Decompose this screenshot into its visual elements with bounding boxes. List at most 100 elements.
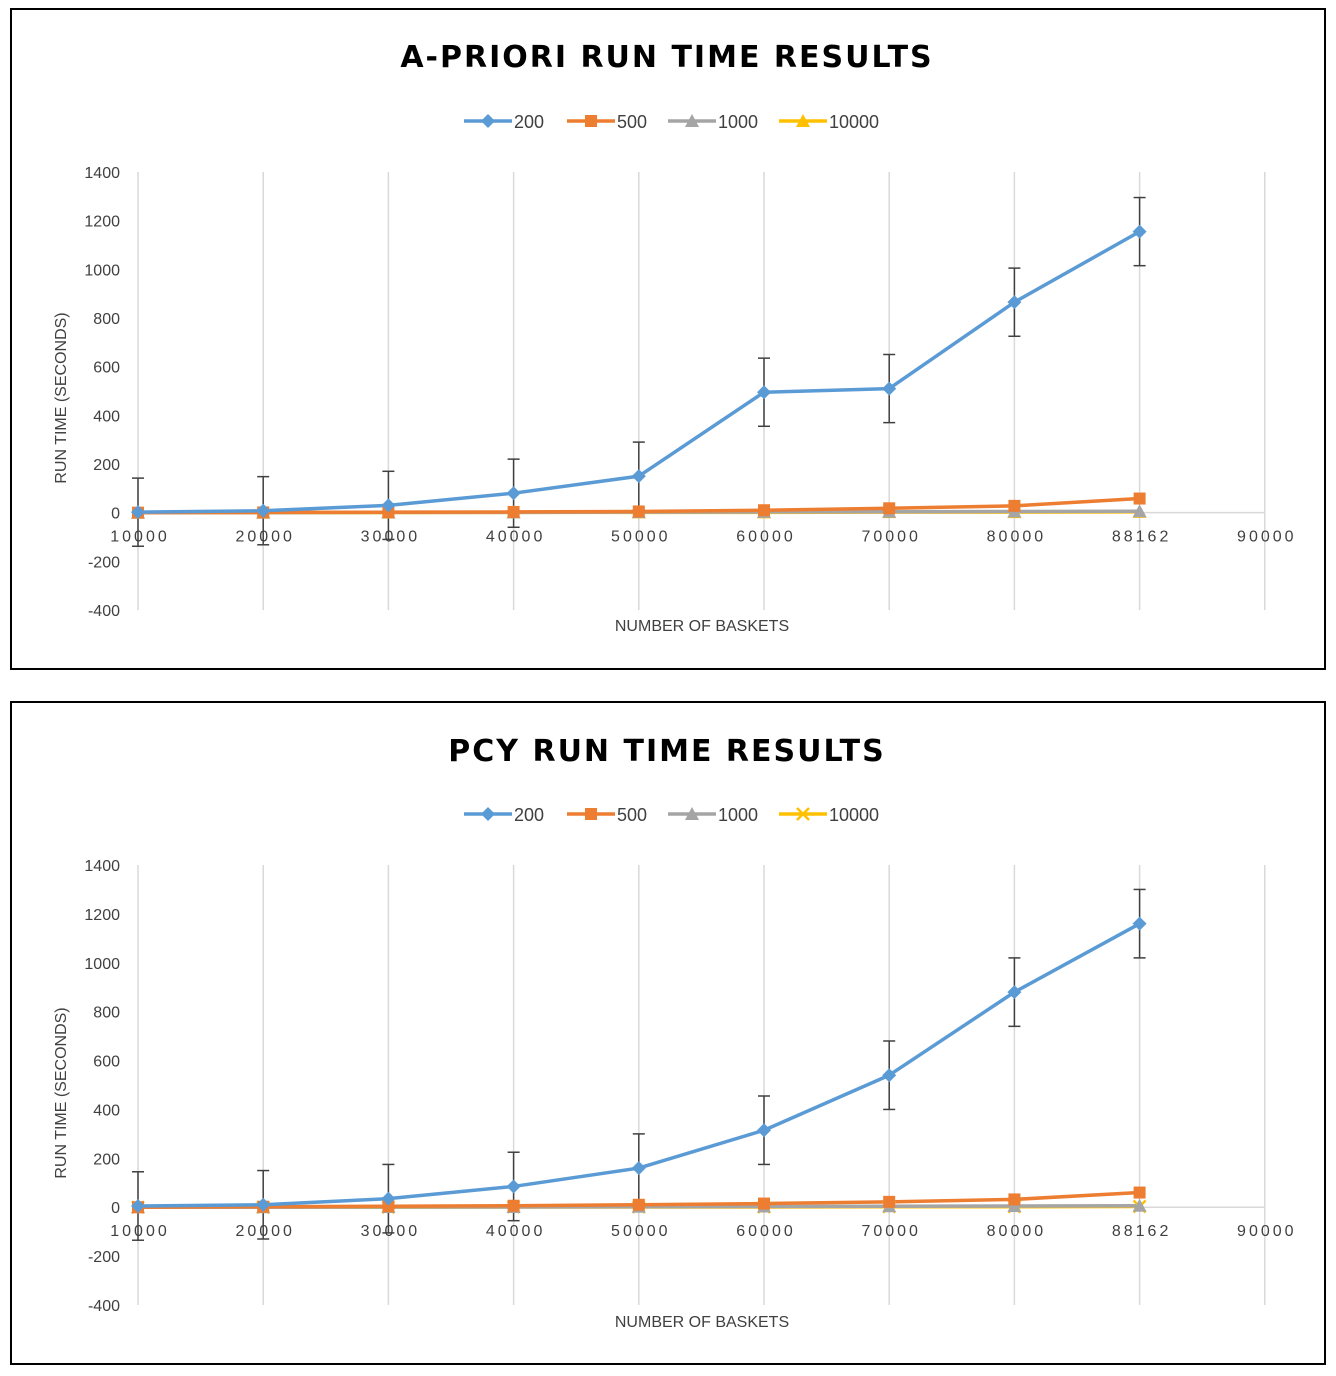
data-point-200: [757, 385, 771, 400]
markers: [131, 916, 1147, 1215]
data-point-200: [506, 486, 521, 501]
legend-label: 200: [514, 805, 544, 825]
data-point-1000: [1132, 1198, 1147, 1212]
legend-marker-500: [585, 808, 597, 820]
x-tick-label: 20000: [235, 1223, 295, 1240]
y-tick-label: 600: [93, 1054, 120, 1071]
data-point-500: [1008, 499, 1021, 512]
x-tick-labels: 10000 20000 30000 40000 50000 60000 70000 80000…: [110, 529, 1293, 546]
x-axis-title: NUMBER OF BASKETS: [615, 1314, 789, 1331]
legend: 200 500 1000 10000: [464, 112, 879, 132]
data-point-200: [506, 1179, 521, 1194]
legend-label: 1000: [718, 805, 758, 825]
chart-panel-apriori: A-PRIORI RUN TIME RESULTS NUMBER OF BASK…: [10, 8, 1326, 670]
markers: [131, 224, 1147, 520]
y-tick-label: -200: [88, 1249, 120, 1266]
x-tick-label: 88162: [1112, 529, 1172, 546]
legend: 200 500 1000 10000: [464, 805, 879, 825]
x-tick-label: 90000: [1237, 1223, 1297, 1240]
x-tick-label: 88162: [1112, 1223, 1172, 1240]
y-tick-label: -200: [88, 554, 120, 571]
data-point-1000: [1132, 504, 1147, 518]
x-tick-label: 80000: [987, 529, 1047, 546]
data-point-500: [1133, 1186, 1146, 1199]
chart-panel-pcy: PCY RUN TIME RESULTS NUMBER OF BASKETS R…: [10, 701, 1326, 1365]
x-axis-title: NUMBER OF BASKETS: [615, 618, 789, 635]
x-tick-label: 60000: [736, 1223, 796, 1240]
y-axis-title: RUN TIME (SECONDS): [53, 312, 70, 483]
legend-marker-1000: [685, 114, 699, 127]
x-tick-label: 40000: [486, 1223, 546, 1240]
legend-marker-10000: [796, 114, 810, 127]
y-tick-label: 600: [93, 360, 120, 377]
data-point-200: [1007, 295, 1022, 310]
y-tick-label: 0: [111, 1200, 120, 1217]
y-tick-label: 1400: [84, 858, 120, 875]
legend-marker-200: [481, 807, 495, 821]
data-point-200: [1132, 224, 1147, 239]
x-tick-labels: 10000 20000 30000 40000 50000 60000 70000 80000…: [110, 1223, 1297, 1240]
y-tick-label: -400: [88, 603, 120, 620]
data-point-200: [1132, 916, 1147, 931]
gridlines: [137, 865, 1266, 1305]
data-point-1000: [1007, 1199, 1022, 1212]
data-point-500: [758, 504, 770, 517]
data-point-200: [1007, 985, 1022, 1000]
data-point-200: [381, 1191, 396, 1206]
y-tick-label: 1200: [84, 907, 120, 924]
data-point-500: [758, 1197, 770, 1210]
y-tick-label: 200: [93, 1151, 120, 1168]
y-tick-label: 0: [111, 506, 120, 523]
legend-label: 10000: [829, 112, 879, 132]
y-tick-labels: 1400 1200 1000 800 600 400 200 0 -200 -400: [84, 858, 120, 1315]
data-point-500: [507, 1199, 520, 1212]
chart-title: PCY RUN TIME RESULTS: [448, 734, 885, 769]
legend-marker-200: [481, 114, 495, 128]
y-tick-label: 1400: [84, 165, 120, 182]
legend-label: 10000: [829, 805, 879, 825]
data-point-200: [256, 1197, 271, 1212]
chart-title: A-PRIORI RUN TIME RESULTS: [400, 40, 933, 75]
legend-label: 200: [514, 112, 544, 132]
x-tick-label: 50000: [611, 1223, 671, 1240]
x-tick-label: 10000: [110, 1223, 170, 1240]
legend-marker-1000: [685, 807, 699, 820]
x-tick-label: 20000: [235, 529, 295, 546]
data-point-200: [631, 1161, 646, 1176]
data-point-200: [256, 503, 271, 518]
legend-marker-500: [585, 115, 597, 127]
y-tick-label: 1000: [84, 956, 120, 973]
data-point-500: [883, 502, 896, 515]
y-axis-title: RUN TIME (SECONDS): [53, 1007, 70, 1178]
data-point-200: [882, 1068, 897, 1083]
x-tick-label: 70000: [861, 529, 921, 546]
data-point-500: [1008, 1193, 1021, 1206]
data-point-200: [757, 1123, 771, 1138]
legend-label: 500: [617, 112, 647, 132]
data-point-200: [381, 498, 396, 513]
x-tick-label: 70000: [861, 1223, 921, 1240]
x-tick-label: 60000: [736, 529, 796, 546]
data-point-200: [882, 381, 897, 396]
x-tick-label: 80000: [987, 1223, 1047, 1240]
chart-pcy: PCY RUN TIME RESULTS NUMBER OF BASKETS R…: [53, 734, 1297, 1331]
y-tick-label: 800: [93, 1005, 120, 1022]
legend-label: 1000: [718, 112, 758, 132]
legend-marker-10000: [796, 807, 810, 821]
data-point-500: [632, 1198, 645, 1211]
chart-apriori: A-PRIORI RUN TIME RESULTS NUMBER OF BASK…: [53, 40, 1294, 635]
y-tick-label: 400: [93, 408, 120, 425]
x-tick-label: 50000: [611, 529, 671, 546]
y-tick-label: -400: [88, 1298, 120, 1315]
data-point-500: [883, 1195, 896, 1208]
x-tick-label: 30000: [361, 529, 421, 546]
x-tick-label: 30000: [361, 1223, 421, 1240]
y-tick-labels: 1400 1200 1000 800 600 400 200 0 -200 -400: [84, 165, 120, 620]
gridlines: [137, 172, 1266, 610]
data-point-500: [382, 1200, 395, 1213]
data-point-200: [131, 1199, 145, 1213]
data-point-500: [632, 505, 645, 518]
data-point-500: [507, 505, 520, 518]
x-tick-label: 10000: [110, 529, 170, 546]
y-tick-label: 400: [93, 1102, 120, 1119]
